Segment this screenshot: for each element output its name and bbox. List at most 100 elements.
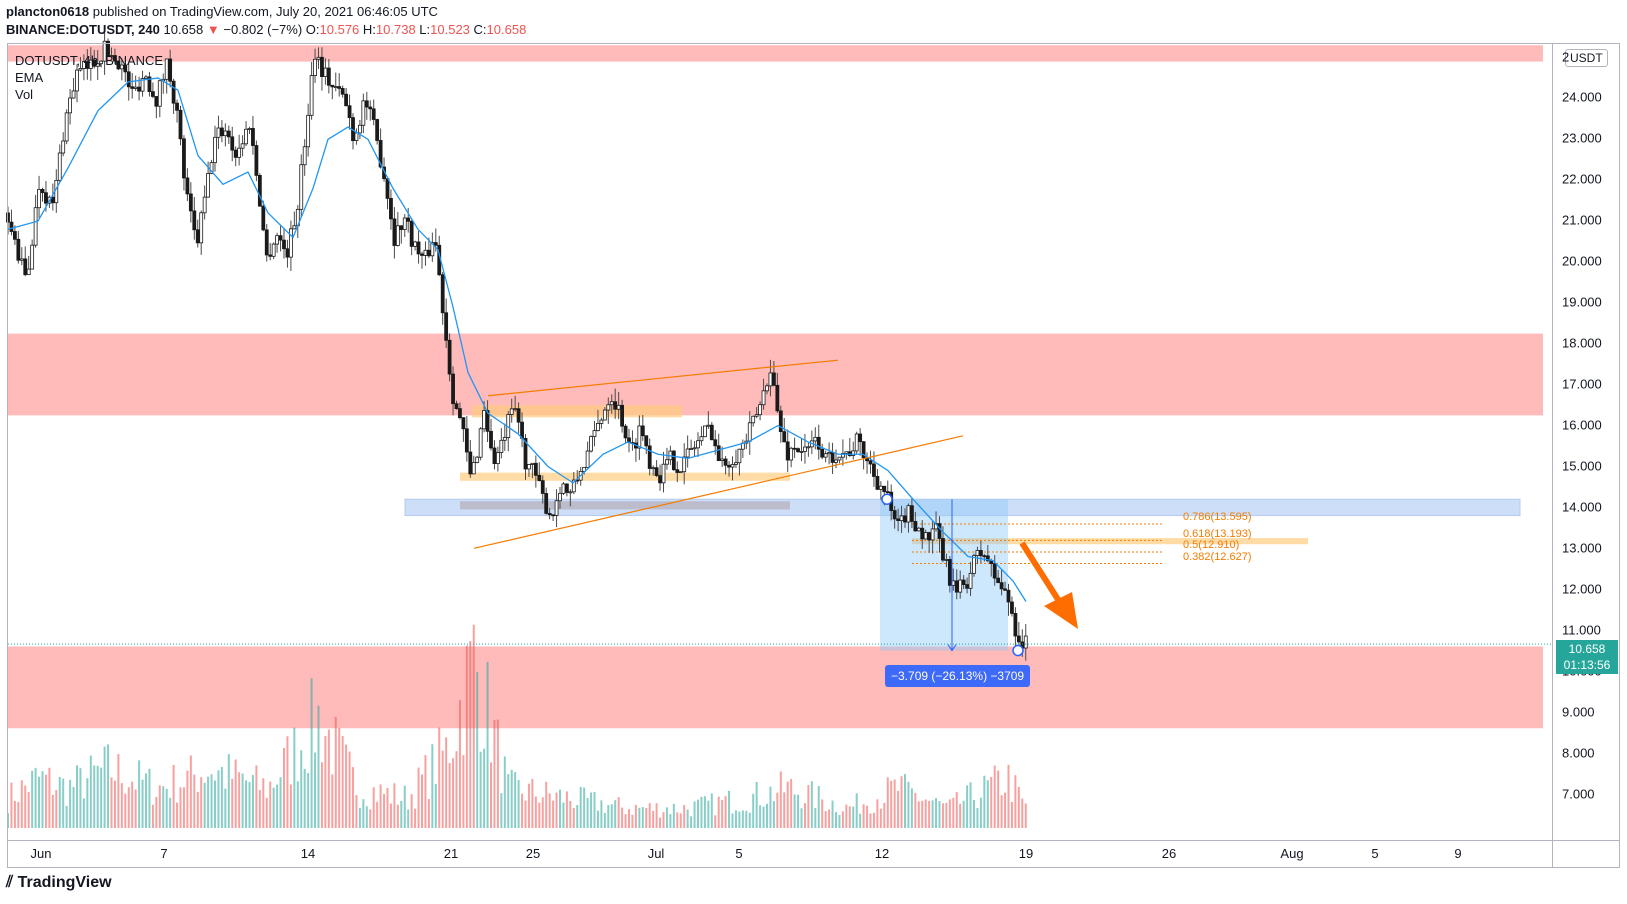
currency-unit-button[interactable]: USDT bbox=[1565, 49, 1608, 67]
candle-up bbox=[37, 189, 41, 209]
volume-bar bbox=[590, 792, 593, 828]
volume-bar bbox=[379, 784, 382, 828]
legend-vol[interactable]: Vol bbox=[15, 87, 34, 102]
candle-up bbox=[88, 59, 93, 69]
volume-bar bbox=[324, 736, 327, 828]
volume-bar bbox=[724, 796, 727, 828]
volume-bar bbox=[386, 787, 389, 828]
candle-down bbox=[330, 84, 335, 88]
volume-bar bbox=[828, 809, 831, 828]
volume-bar bbox=[186, 770, 189, 828]
candle-up bbox=[513, 408, 518, 411]
candle-down bbox=[137, 86, 142, 92]
candle-down bbox=[409, 220, 414, 247]
author-name[interactable]: plancton0618 bbox=[6, 4, 90, 19]
volume-bar bbox=[155, 796, 158, 828]
volume-bar bbox=[786, 781, 789, 828]
volume-bar bbox=[82, 798, 85, 828]
candle-down bbox=[658, 475, 662, 484]
candle-up bbox=[606, 404, 611, 411]
legend-symbol[interactable]: DOTUSDT, 4h, BINANCE bbox=[15, 53, 164, 68]
candle-up bbox=[592, 430, 597, 437]
candle-up bbox=[823, 453, 828, 458]
price-tag-countdown: 01:13:56 bbox=[1563, 658, 1611, 672]
volume-bar bbox=[241, 773, 244, 828]
candle-up bbox=[561, 483, 566, 494]
candle-down bbox=[775, 384, 780, 412]
candle-down bbox=[992, 563, 997, 579]
volume-bar bbox=[410, 794, 413, 828]
volume-bar bbox=[369, 809, 372, 828]
tradingview-logo[interactable]: ⫽ TradingView bbox=[6, 874, 112, 892]
candle-down bbox=[613, 401, 618, 410]
measure-box bbox=[880, 499, 1008, 651]
volume-bar bbox=[869, 813, 872, 828]
x-tick: 19 bbox=[1018, 846, 1034, 861]
candle-up bbox=[706, 424, 711, 427]
volume-bar bbox=[44, 774, 47, 828]
volume-bar bbox=[979, 797, 982, 828]
volume-bar bbox=[914, 792, 917, 828]
candle-up bbox=[696, 440, 700, 449]
legend-ema[interactable]: EMA bbox=[15, 70, 44, 85]
candle-down bbox=[551, 514, 555, 517]
candle-down bbox=[219, 127, 224, 137]
candle-up bbox=[313, 58, 317, 76]
measure-result-label[interactable]: −3.709 (−26.13%) −3709 bbox=[885, 665, 1031, 687]
volume-bar bbox=[848, 806, 851, 828]
volume-bar bbox=[697, 799, 699, 828]
volume-bar bbox=[389, 803, 392, 828]
candle-down bbox=[947, 559, 952, 586]
candle-down bbox=[150, 91, 155, 97]
candle-up bbox=[972, 555, 976, 574]
volume-bar bbox=[96, 765, 99, 828]
candle-up bbox=[906, 505, 911, 523]
candle-down bbox=[195, 229, 200, 244]
candle-up bbox=[730, 464, 735, 468]
candle-down bbox=[644, 435, 649, 447]
x-tick: Aug bbox=[1280, 846, 1304, 861]
volume-bar bbox=[55, 790, 58, 828]
volume-bar bbox=[276, 784, 279, 828]
candle-up bbox=[602, 409, 607, 421]
volume-bar bbox=[952, 797, 955, 828]
candle-up bbox=[509, 408, 514, 415]
volume-bar bbox=[1007, 764, 1010, 828]
volume-bar bbox=[27, 792, 30, 828]
candle-down bbox=[264, 229, 269, 256]
volume-bar bbox=[224, 788, 227, 828]
candle-down bbox=[885, 491, 890, 494]
volume-bar bbox=[345, 744, 348, 828]
candle-down bbox=[654, 467, 659, 477]
candle-up bbox=[585, 450, 590, 468]
drawing-boxes bbox=[404, 405, 1521, 651]
candle-down bbox=[92, 59, 97, 67]
candle-up bbox=[558, 492, 562, 502]
volume-bar bbox=[648, 803, 651, 828]
volume-bar bbox=[738, 811, 741, 828]
candle-down bbox=[447, 339, 452, 375]
volume-bar bbox=[759, 805, 762, 828]
volume-bar bbox=[734, 810, 737, 828]
volume-bar bbox=[393, 783, 396, 828]
volume-bar bbox=[169, 797, 172, 828]
volume-bar bbox=[134, 789, 137, 828]
volume-bar bbox=[338, 728, 341, 828]
candle-up bbox=[140, 78, 145, 92]
volume-bar bbox=[634, 804, 637, 828]
volume-bar bbox=[1014, 775, 1017, 828]
volume-bar bbox=[138, 760, 141, 828]
ohlc-open: 10.576 bbox=[319, 22, 360, 37]
candle-down bbox=[868, 460, 873, 465]
candle-up bbox=[78, 68, 83, 71]
volume-bar bbox=[48, 767, 51, 828]
volume-bar bbox=[20, 780, 23, 828]
candle-up bbox=[682, 456, 687, 473]
candle-up bbox=[958, 579, 963, 593]
volume-bar bbox=[686, 809, 689, 828]
candle-down bbox=[796, 448, 800, 453]
volume-bar bbox=[821, 799, 824, 828]
candle-up bbox=[689, 448, 693, 450]
volume-bar bbox=[924, 799, 927, 828]
